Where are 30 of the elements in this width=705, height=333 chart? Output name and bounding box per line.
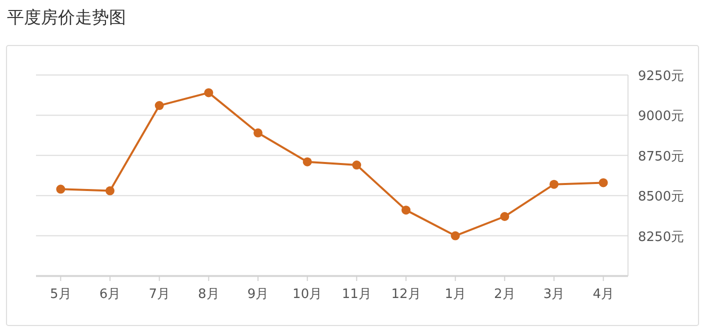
x-tick-label: 11月 — [342, 287, 372, 302]
point — [598, 178, 608, 188]
y-tick-label: 8250元 — [638, 230, 684, 245]
x-tick-label: 2月 — [494, 287, 516, 302]
x-tick-label: 6月 — [99, 287, 121, 302]
x-tick-label: 3月 — [543, 287, 565, 302]
point — [402, 206, 410, 215]
point — [500, 212, 510, 222]
point — [56, 184, 66, 194]
point — [302, 157, 312, 166]
x-tick-label: 10月 — [292, 287, 322, 302]
point — [154, 101, 164, 110]
x-tick-label: 12月 — [391, 287, 421, 302]
x-tick-label: 1月 — [444, 287, 466, 302]
x-tick-label: 4月 — [592, 287, 614, 302]
point — [352, 160, 362, 170]
x-tick-label: 7月 — [148, 287, 170, 302]
point — [254, 128, 262, 138]
y-tick-label: 8750元 — [638, 149, 684, 164]
chart-title: 平度房价走势图 — [7, 8, 126, 28]
point — [450, 231, 460, 240]
point — [204, 88, 214, 98]
x-tick-label: 5月 — [50, 287, 72, 302]
x-tick-label: 8月 — [198, 287, 220, 302]
y-tick-label: 9000元 — [638, 109, 684, 124]
y-tick-label: 9250元 — [638, 69, 684, 84]
x-tick-label: 9月 — [247, 287, 269, 302]
point — [106, 186, 114, 196]
point — [550, 180, 558, 189]
y-tick-label: 8500元 — [638, 190, 684, 205]
